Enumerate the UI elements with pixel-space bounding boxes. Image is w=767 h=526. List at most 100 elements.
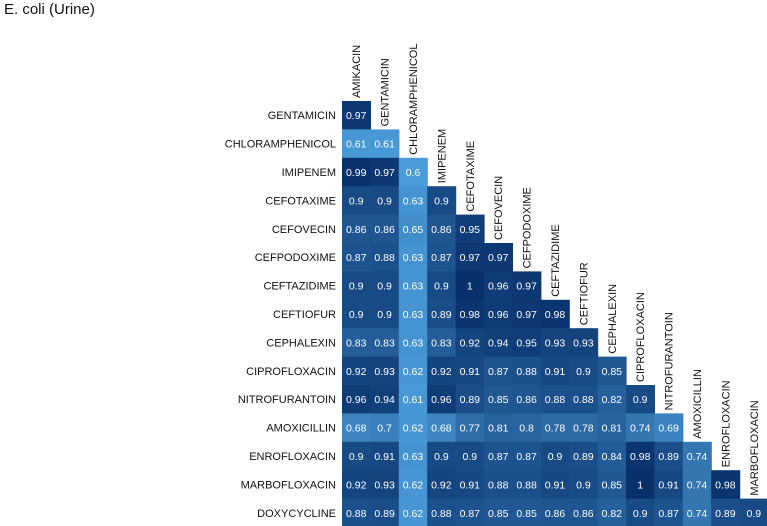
chart-title: E. coli (Urine) bbox=[4, 1, 95, 18]
cell-value-label: 0.87 bbox=[346, 252, 367, 264]
heatmap-cell bbox=[626, 385, 655, 414]
heatmap-cell bbox=[682, 498, 712, 526]
heatmap-cell bbox=[455, 271, 485, 301]
cell-value-label: 0.93 bbox=[573, 337, 594, 349]
cell-value-label: 0.69 bbox=[658, 423, 679, 435]
heatmap-cell bbox=[739, 498, 767, 526]
heatmap-cell bbox=[398, 214, 428, 244]
heatmap-cell bbox=[370, 271, 400, 301]
cell-value-label: 0.86 bbox=[431, 224, 452, 236]
heatmap-cell bbox=[427, 441, 457, 471]
cell-value-label: 0.9 bbox=[576, 366, 591, 378]
cell-value-label: 0.9 bbox=[633, 394, 648, 406]
column-label-amikacin: AMIKACIN bbox=[351, 45, 363, 98]
cell-value-label: 0.9 bbox=[377, 309, 392, 321]
heatmap-cell bbox=[484, 385, 513, 414]
heatmap-cell bbox=[540, 328, 570, 358]
cell-value-label: 0.93 bbox=[545, 337, 566, 349]
cell-value-label: 0.8 bbox=[519, 423, 534, 435]
heatmap-cell bbox=[342, 498, 371, 526]
heatmap-cell bbox=[370, 214, 400, 244]
row-label-ceftazidime: CEFTAZIDIME bbox=[263, 281, 336, 293]
cell-value-label: 0.63 bbox=[403, 337, 424, 349]
cell-value-label: 0.68 bbox=[346, 423, 367, 435]
heatmap-cell bbox=[342, 101, 371, 130]
cell-value-label: 0.85 bbox=[516, 508, 537, 520]
heatmap-cell bbox=[342, 129, 371, 159]
heatmap-cell bbox=[484, 441, 513, 471]
cell-value-label: 0.88 bbox=[374, 252, 395, 264]
heatmap-cell bbox=[342, 157, 371, 187]
row-label-cefpodoxime: CEFPODOXIME bbox=[255, 252, 336, 264]
cell-value-label: 1 bbox=[467, 281, 473, 293]
col-labels-layer: AMIKACIN GENTAMICIN CHLORAMPHENICOL IMIPENE… bbox=[351, 44, 761, 496]
cell-value-label: 0.9 bbox=[633, 508, 648, 520]
heatmap-cell bbox=[569, 328, 599, 358]
cell-value-label: 0.74 bbox=[687, 451, 708, 463]
heatmap-cell bbox=[512, 441, 542, 471]
heatmap-cell bbox=[569, 413, 599, 443]
cell-value-label: 0.77 bbox=[460, 423, 481, 435]
cell-value-label: 0.74 bbox=[687, 508, 708, 520]
cell-value-label: 0.85 bbox=[488, 508, 509, 520]
heatmap-cell bbox=[398, 498, 428, 526]
cell-value-label: 0.88 bbox=[431, 508, 452, 520]
heatmap-cell bbox=[427, 243, 457, 272]
heatmap-cell bbox=[512, 413, 542, 443]
cell-value-label: 0.89 bbox=[658, 451, 679, 463]
heatmap-cell bbox=[370, 356, 400, 386]
heatmap-cell bbox=[398, 186, 428, 216]
cell-value-label: 0.61 bbox=[346, 139, 367, 151]
cell-value-label: 0.9 bbox=[349, 309, 364, 321]
cell-value-label: 0.92 bbox=[346, 366, 367, 378]
heatmap-cell bbox=[597, 413, 627, 443]
heatmap-cell bbox=[370, 441, 400, 471]
row-label-amoxicillin: AMOXICILLIN bbox=[266, 423, 336, 435]
heatmap-cell bbox=[427, 214, 457, 244]
cell-value-label: 0.85 bbox=[488, 394, 509, 406]
cell-value-label: 0.99 bbox=[346, 167, 367, 179]
heatmap-cell bbox=[427, 470, 457, 500]
heatmap-cell bbox=[682, 470, 712, 500]
heatmap-cell bbox=[597, 470, 627, 500]
cell-value-label: 0.88 bbox=[516, 366, 537, 378]
heatmap-cell bbox=[370, 413, 400, 443]
heatmap-cell bbox=[427, 299, 457, 329]
cell-value-label: 0.6 bbox=[406, 167, 421, 179]
cell-value-label: 0.91 bbox=[460, 479, 481, 491]
heatmap-cell bbox=[342, 413, 371, 443]
column-label-enrofloxacin: ENROFLOXACIN bbox=[720, 380, 732, 467]
heatmap-cell bbox=[654, 413, 684, 443]
row-labels-layer: GENTAMICIN CHLORAMPHENICOL IMIPENEM CEFOTAX… bbox=[225, 110, 336, 520]
cell-value-label: 0.89 bbox=[715, 508, 736, 520]
cell-value-label: 0.74 bbox=[630, 423, 651, 435]
column-label-marbofloxacin: MARBOFLOXACIN bbox=[749, 400, 761, 495]
heatmap-cell bbox=[455, 413, 485, 443]
cell-value-label: 0.91 bbox=[658, 479, 679, 491]
heatmap-cell bbox=[540, 413, 570, 443]
row-label-cephalexin: CEPHALEXIN bbox=[266, 337, 336, 349]
cell-value-label: 0.86 bbox=[545, 508, 566, 520]
column-label-nitrofurantoin: NITROFURANTOIN bbox=[664, 312, 676, 410]
heatmap-cell bbox=[597, 498, 627, 526]
cell-value-label: 0.92 bbox=[431, 479, 452, 491]
cell-value-label: 0.78 bbox=[545, 423, 566, 435]
heatmap-cell bbox=[398, 356, 428, 386]
row-label-doxycycline: DOXYCYCLINE bbox=[257, 508, 336, 520]
heatmap-cell bbox=[512, 470, 542, 500]
cell-value-label: 0.63 bbox=[403, 252, 424, 264]
heatmap-cell bbox=[398, 157, 428, 187]
cell-value-label: 0.97 bbox=[460, 252, 481, 264]
cell-value-label: 0.94 bbox=[374, 394, 395, 406]
cell-value-label: 0.88 bbox=[545, 394, 566, 406]
heatmap-cell bbox=[427, 385, 457, 414]
heatmap-cell bbox=[626, 441, 655, 471]
cell-value-label: 0.9 bbox=[349, 195, 364, 207]
heatmap-cell bbox=[342, 186, 371, 216]
cell-value-label: 0.62 bbox=[403, 366, 424, 378]
heatmap-cell bbox=[370, 186, 400, 216]
cell-value-label: 0.9 bbox=[548, 451, 563, 463]
cell-value-label: 0.88 bbox=[516, 479, 537, 491]
heatmap-cell bbox=[484, 356, 513, 386]
cell-value-label: 0.82 bbox=[602, 394, 623, 406]
